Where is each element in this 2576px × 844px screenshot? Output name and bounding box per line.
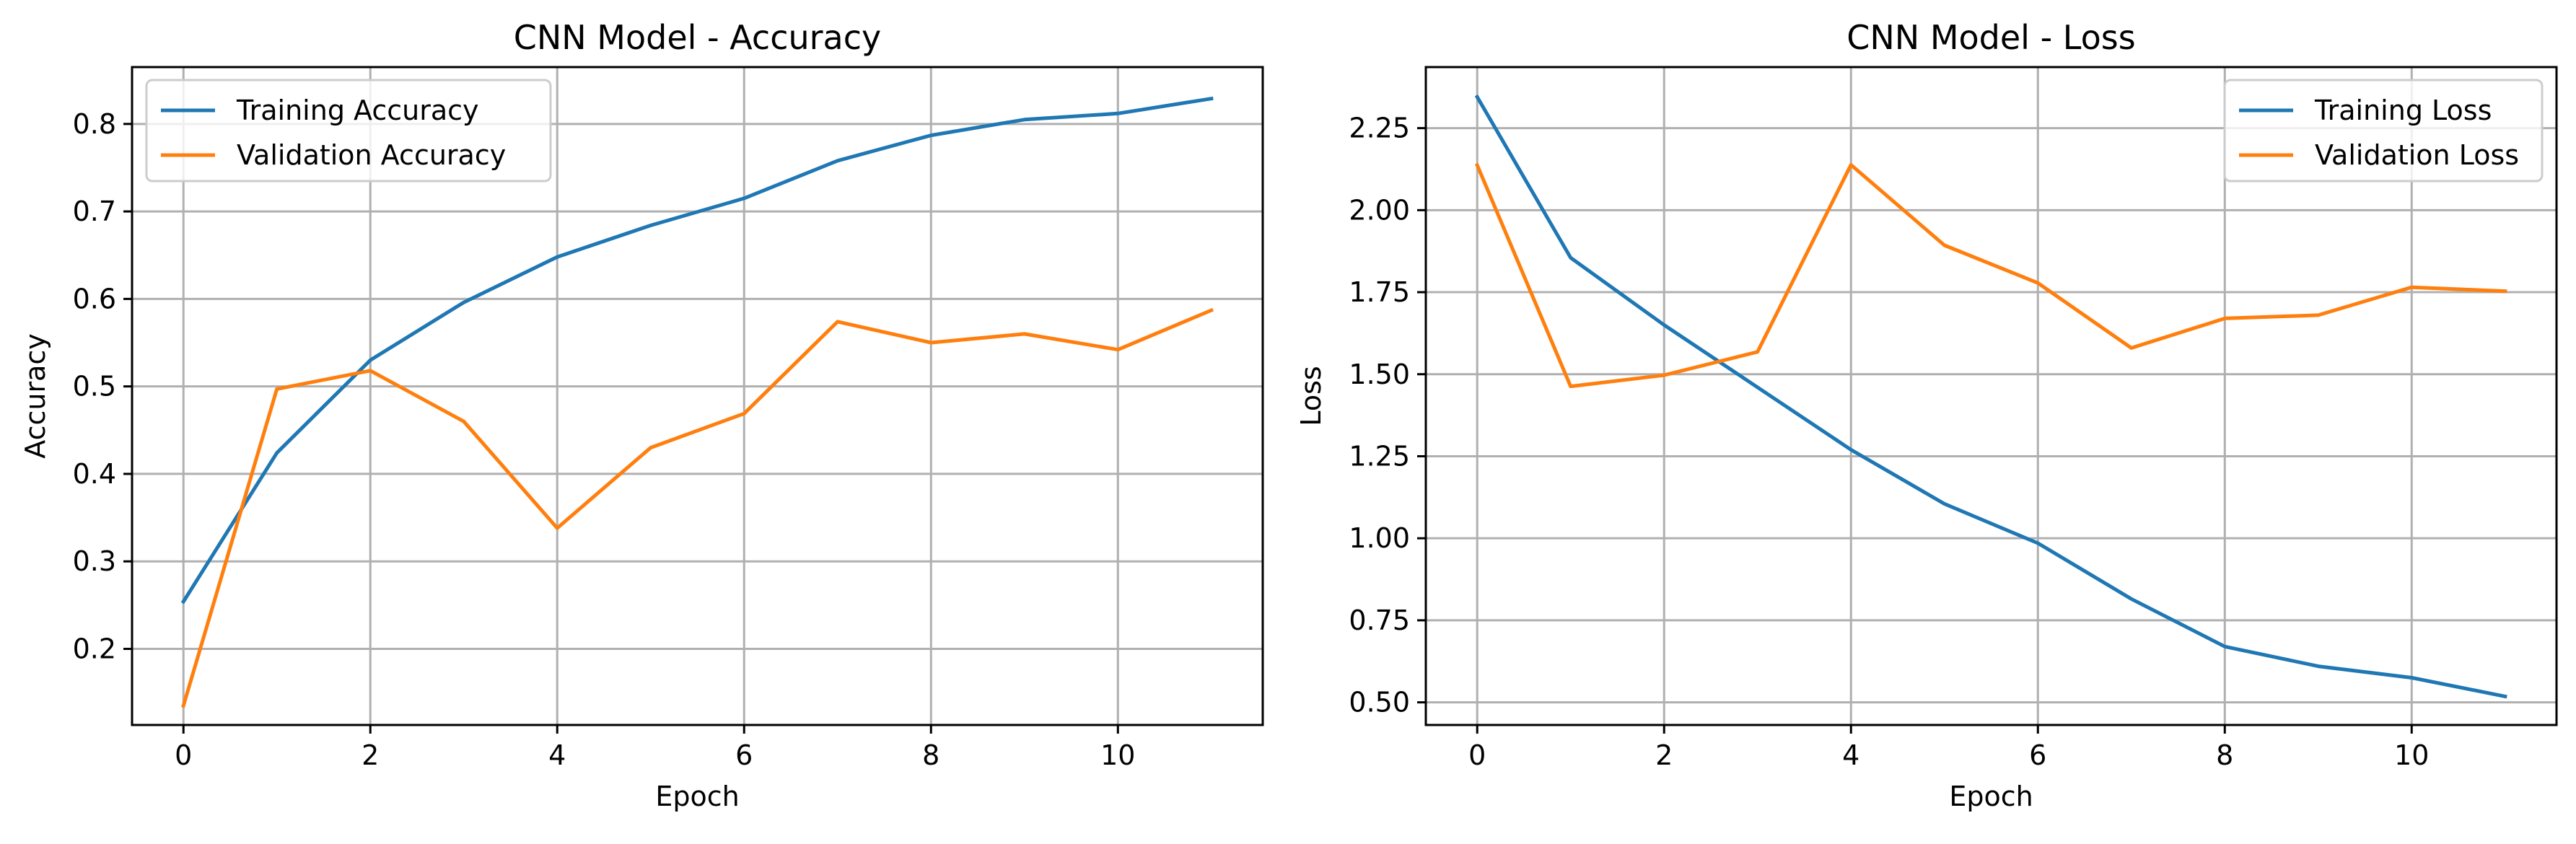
y-tick-label: 0.4 — [73, 458, 116, 490]
plot-area-frame — [1424, 66, 2558, 726]
validation-loss-line — [1474, 162, 2507, 389]
x-axis-label: Epoch — [1949, 781, 2033, 812]
x-tick-label: 10 — [2394, 739, 2429, 771]
y-axis-label: Accuracy — [19, 333, 51, 459]
y-tick-label: 1.50 — [1349, 359, 1410, 390]
legend: Training Accuracy Validation Accuracy — [145, 79, 552, 183]
training-loss-legend-label: Training Loss — [2314, 94, 2492, 126]
y-tick-label: 0.75 — [1349, 605, 1410, 636]
legend-box — [145, 79, 552, 183]
x-tick-label: 2 — [362, 739, 379, 771]
validation-accuracy-line — [181, 307, 1214, 708]
chart-title: CNN Model - Accuracy — [514, 18, 882, 57]
y-tick-label: 0.2 — [73, 633, 116, 664]
x-tick-label: 0 — [175, 739, 192, 771]
y-tick-label: 2.25 — [1349, 113, 1410, 144]
y-tick-label: 0.5 — [73, 371, 116, 403]
y-tick-label: 1.00 — [1349, 522, 1410, 554]
validation-accuracy-legend-label: Validation Accuracy — [237, 139, 506, 171]
legend: Training Loss Validation Loss — [2223, 79, 2544, 183]
validation-loss-legend-label: Validation Loss — [2315, 139, 2519, 171]
y-tick-label: 0.7 — [73, 195, 116, 227]
x-axis-label: Epoch — [655, 781, 739, 812]
plot-area-frame — [131, 66, 1264, 726]
y-tick-label: 1.75 — [1349, 276, 1410, 308]
y-tick-label: 2.00 — [1349, 194, 1410, 226]
legend-box — [2223, 79, 2544, 183]
y-tick-label: 1.25 — [1349, 440, 1410, 472]
chart-title: CNN Model - Loss — [1846, 18, 2135, 57]
y-tick-label: 0.50 — [1349, 687, 1410, 718]
y-tick-label: 0.8 — [73, 108, 116, 140]
x-tick-label: 2 — [1655, 739, 1673, 771]
y-axis-label: Loss — [1295, 366, 1327, 426]
y-tick-label: 0.6 — [73, 283, 116, 315]
x-tick-label: 4 — [548, 739, 566, 771]
y-tick-label: 0.3 — [73, 545, 116, 577]
x-tick-label: 6 — [2029, 739, 2046, 771]
x-tick-label: 8 — [922, 739, 939, 771]
x-tick-label: 6 — [735, 739, 753, 771]
x-tick-label: 10 — [1100, 739, 1135, 771]
loss-chart: 0 2 4 6 8 10 0.50 0.75 1.00 1.25 1.50 1.75 2.00 2.25 C… — [1295, 18, 2558, 812]
training-accuracy-line — [180, 96, 1214, 605]
x-tick-label: 4 — [1842, 739, 1859, 771]
training-accuracy-legend-label: Training Accuracy — [236, 94, 479, 126]
accuracy-chart: 0 2 4 6 8 10 0.2 0.3 0.4 0.5 0.6 0.7 0.8 CNN Model - … — [19, 18, 1264, 812]
x-tick-label: 8 — [2216, 739, 2233, 771]
x-tick-label: 0 — [1468, 739, 1486, 771]
training-loss-line — [1474, 94, 2507, 699]
